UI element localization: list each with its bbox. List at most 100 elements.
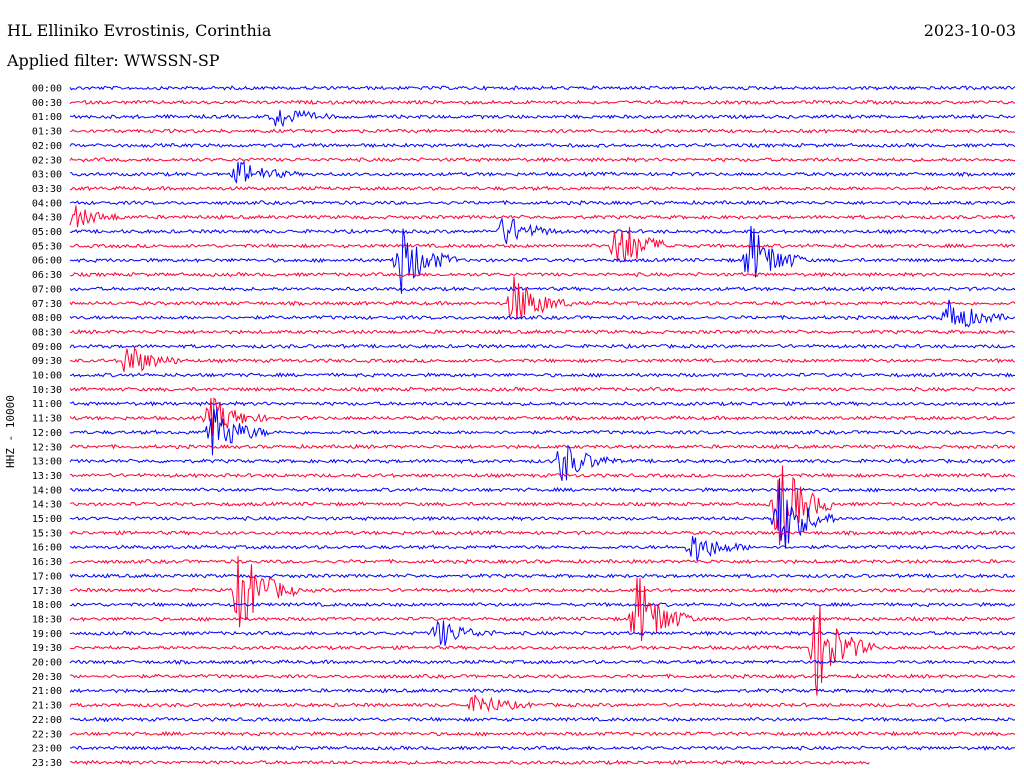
trace-line (69, 156, 1016, 163)
trace-line (69, 606, 1016, 696)
row-time-label: 21:30 (32, 701, 62, 712)
trace-line (69, 160, 1016, 185)
row-time-label: 03:00 (32, 170, 62, 181)
trace-line (69, 529, 1016, 536)
trace-line (69, 226, 1016, 263)
row-time-label: 14:30 (32, 500, 62, 511)
trace-line (69, 372, 1016, 378)
row-time-label: 18:30 (32, 614, 62, 625)
row-time-label: 16:00 (32, 543, 62, 554)
trace-line (69, 271, 1016, 278)
trace-line (69, 687, 1016, 694)
row-time-label: 09:30 (32, 356, 62, 367)
row-time-label: 06:00 (32, 256, 62, 267)
trace-line (69, 128, 1016, 134)
trace-line (69, 659, 1016, 666)
trace-line (69, 85, 1016, 92)
row-time-label: 11:30 (32, 414, 62, 425)
row-time-label: 07:30 (32, 299, 62, 310)
row-time-label: 17:30 (32, 586, 62, 597)
row-time-label: 16:30 (32, 557, 62, 568)
row-time-label: 15:00 (32, 514, 62, 525)
row-time-label: 20:30 (32, 672, 62, 683)
trace-line (69, 328, 1015, 335)
trace-line (69, 620, 1016, 647)
trace-line (69, 465, 1016, 546)
trace-line (69, 486, 1016, 493)
trace-line (69, 199, 1016, 206)
trace-line (69, 673, 1016, 680)
row-time-label: 14:00 (32, 485, 62, 496)
row-time-label: 23:30 (32, 758, 62, 769)
trace-line (69, 400, 1016, 407)
trace-line (69, 577, 1016, 642)
trace-line (69, 601, 1016, 608)
row-time-label: 15:30 (32, 528, 62, 539)
trace-line (69, 572, 1016, 579)
trace-line (69, 407, 1016, 456)
row-time-label: 06:30 (32, 270, 62, 281)
row-time-label: 20:00 (32, 658, 62, 669)
trace-line (69, 386, 1016, 393)
trace-line (69, 216, 1016, 245)
trace-line (70, 109, 1016, 128)
row-time-label: 05:00 (32, 227, 62, 238)
trace-line (69, 299, 1016, 328)
row-time-label: 19:30 (32, 643, 62, 654)
row-time-label: 01:30 (32, 127, 62, 138)
row-time-label: 18:00 (32, 600, 62, 611)
trace-line (69, 343, 1016, 350)
row-time-label: 12:00 (32, 428, 62, 439)
date-label: 2023-10-03 (923, 21, 1016, 40)
row-time-label: 01:00 (32, 112, 62, 123)
row-time-label: 02:00 (32, 141, 62, 152)
trace-line (69, 730, 1016, 737)
trace-line (69, 205, 1016, 228)
trace-line (70, 443, 1016, 450)
trace-line (69, 445, 1016, 481)
trace-line (69, 536, 1016, 561)
row-time-label: 09:00 (32, 342, 62, 353)
trace-line (69, 397, 1016, 436)
row-time-label: 02:30 (32, 155, 62, 166)
row-time-label: 00:30 (32, 98, 62, 109)
trace-line (69, 185, 1016, 192)
row-time-label: 13:30 (32, 471, 62, 482)
row-time-label: 12:30 (32, 442, 62, 453)
row-time-label: 03:30 (32, 184, 62, 195)
trace-line (69, 347, 1016, 372)
row-time-label: 10:30 (32, 385, 62, 396)
row-time-label: 00:00 (32, 84, 62, 95)
trace-line (69, 225, 1016, 294)
row-time-label: 19:00 (32, 629, 62, 640)
row-time-label: 13:00 (32, 457, 62, 468)
row-time-label: 21:00 (32, 686, 62, 697)
trace-line (69, 716, 1016, 723)
row-time-label: 07:00 (32, 284, 62, 295)
trace-line (69, 286, 1016, 292)
row-time-label: 23:00 (32, 744, 62, 755)
trace-line (69, 472, 1016, 479)
trace-line (69, 759, 870, 766)
trace-line (70, 745, 1016, 751)
filter-label: Applied filter: WWSSN-SP (7, 51, 220, 70)
row-time-label: 04:00 (32, 198, 62, 209)
trace-line (69, 478, 1016, 549)
station-title: HL Elliniko Evrostinis, Corinthia (7, 21, 272, 40)
trace-line (69, 276, 1016, 320)
row-time-label: 08:00 (32, 313, 62, 324)
row-time-label: 11:00 (32, 399, 62, 410)
row-time-label: 22:00 (32, 715, 62, 726)
trace-line (69, 556, 1016, 628)
row-time-label: 08:30 (32, 327, 62, 338)
row-time-label: 22:30 (32, 729, 62, 740)
trace-line (69, 694, 1016, 713)
trace-line (69, 558, 1016, 565)
row-time-label: 05:30 (32, 241, 62, 252)
trace-line (69, 142, 1016, 149)
trace-line (69, 99, 1016, 106)
row-time-label: 10:00 (32, 371, 62, 382)
row-time-label: 04:30 (32, 213, 62, 224)
row-time-label: 17:00 (32, 571, 62, 582)
